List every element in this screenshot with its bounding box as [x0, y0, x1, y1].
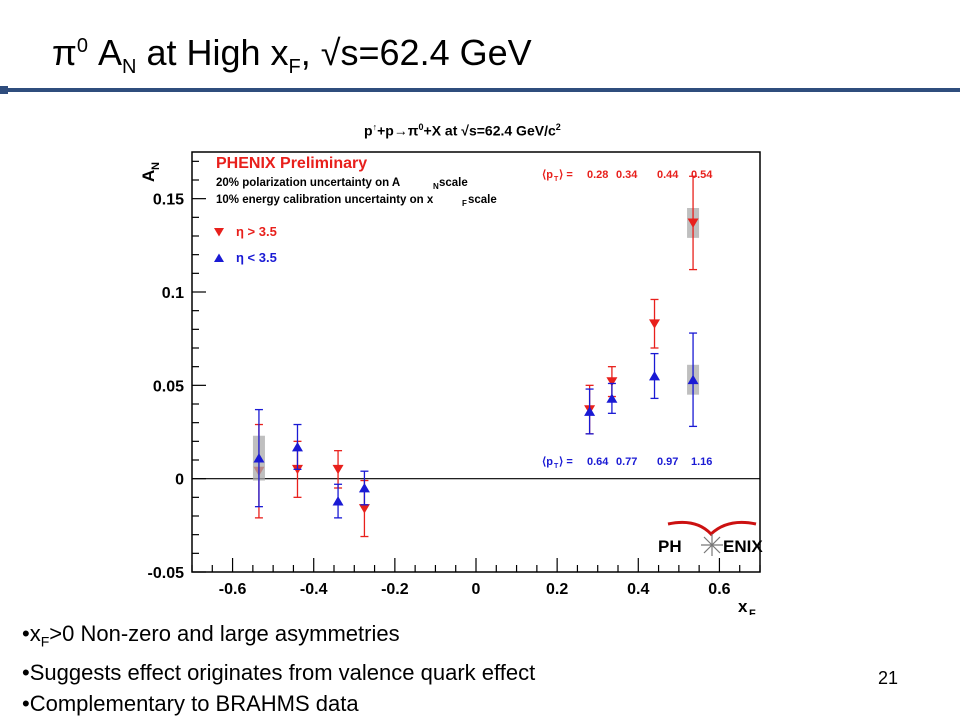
annotation-energy: 10% energy calibration uncertainty on x [216, 194, 434, 206]
x-tick-label: 0.2 [546, 581, 568, 598]
data-point [253, 453, 265, 463]
legend-label: η > 3.5 [236, 224, 277, 239]
pt-bottom-value: 0.77 [616, 456, 637, 468]
slide-number: 21 [878, 668, 899, 688]
x-tick-label: -0.6 [219, 581, 247, 598]
data-point [606, 377, 618, 387]
annotation-polarization: 20% polarization uncertainty on A [216, 177, 400, 189]
y-tick-label: 0.1 [162, 285, 184, 302]
logo-text-left: PH [658, 537, 682, 556]
y-tick-label: 0.05 [153, 378, 184, 395]
legend-marker [214, 228, 224, 237]
plot-frame [191, 151, 761, 573]
x-tick-label: 0.4 [627, 581, 649, 598]
data-point [606, 393, 618, 403]
pt-bottom-value: 0.97 [657, 456, 678, 468]
title-rule-end [0, 86, 8, 94]
annotation-header: PHENIX Preliminary [216, 155, 367, 172]
x-tick-label: -0.4 [300, 581, 328, 598]
logo-text-right: ENIX [723, 537, 763, 556]
pt-bottom-value: 0.64 [587, 456, 609, 468]
data-point [291, 441, 303, 452]
x-tick-label: 0 [472, 581, 481, 598]
data-point [687, 218, 699, 228]
pt-top-value: 0.44 [657, 169, 679, 181]
data-point [358, 483, 370, 493]
pt-bottom-label-end: ⟩ = [559, 456, 573, 468]
slide-title: π0 AN at High xF, √s=62.4 GeV [52, 32, 532, 79]
data-point [332, 464, 344, 475]
annotation-energy-end: scale [468, 194, 497, 206]
phenix-logo: PH ENIX [658, 520, 763, 556]
data-point [584, 406, 596, 416]
data-point [649, 371, 661, 381]
asymmetry-chart: -0.6 -0.4 -0.2 0 0.2 0.4 0.6 -0.05 0 0.05 0.1 0.15 x… [139, 151, 761, 615]
pt-top-label-end: ⟩ = [559, 169, 573, 181]
y-tick-label: 0.15 [153, 192, 184, 209]
bullet-item: •Complementary to BRAHMS data [22, 691, 359, 717]
chart-caption: p↑+p→π0+X at √s=62.4 GeV/c2 [364, 122, 561, 139]
x-axis-label-sub: F [749, 608, 756, 615]
data-point [332, 496, 344, 506]
title-rule [0, 88, 960, 92]
y-tick-label: -0.05 [148, 565, 185, 582]
bullet-item: •Suggests effect originates from valence… [22, 660, 536, 686]
pt-top-label-sub: T [554, 176, 559, 183]
pt-top-value: 0.28 [587, 169, 608, 181]
data-point [358, 504, 370, 514]
y-axis-label: A [139, 170, 158, 182]
pt-top-value: 0.34 [616, 169, 638, 181]
data-point [687, 374, 699, 385]
annotation-energy-sub: F [462, 199, 467, 208]
y-axis-label-sub: N [150, 162, 162, 170]
pt-bottom-value: 1.16 [691, 456, 712, 468]
annotation-polarization-sub: N [433, 182, 439, 191]
annotation-polarization-end: scale [439, 177, 468, 189]
x-tick-label: -0.2 [381, 581, 409, 598]
legend-marker [214, 253, 224, 262]
data-point [649, 319, 661, 329]
pt-top-label: ⟨p [542, 169, 553, 181]
x-tick-label: 0.6 [708, 581, 730, 598]
pt-top-value: 0.54 [691, 169, 713, 181]
bullet-list: •xF>0 Non-zero and large asymmetries •Su… [22, 618, 535, 719]
y-tick-label: 0 [175, 472, 184, 489]
x-axis-label: x [738, 597, 748, 615]
pt-bottom-label-sub: T [554, 463, 559, 470]
pt-bottom-label: ⟨p [542, 456, 553, 468]
legend-label: η < 3.5 [236, 250, 277, 265]
bullet-item: •xF>0 Non-zero and large asymmetries [22, 621, 400, 650]
logo-star-icon [701, 534, 723, 556]
